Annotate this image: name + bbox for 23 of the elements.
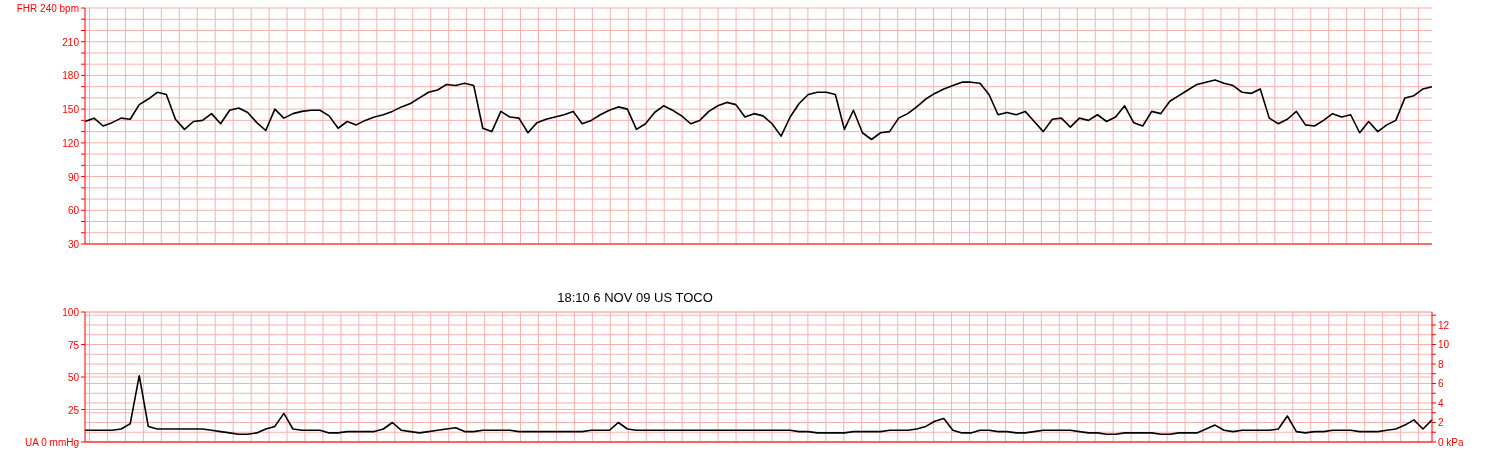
y2-tick-label: 8 (1438, 358, 1444, 370)
chart-title: 18:10 6 NOV 09 US TOCO (556, 290, 714, 305)
y-tick-label: 25 (67, 404, 80, 416)
y-tick-label: 30 (67, 239, 80, 250)
y-tick-label: 210 (62, 36, 80, 48)
y-tick-label: 120 (62, 137, 80, 149)
y-tick-label: 100 (62, 307, 80, 318)
y-tick-label: 180 (62, 70, 80, 82)
line-series (84, 374, 1433, 435)
y2-tick-label: 2 (1438, 417, 1444, 429)
y-tick-label: 60 (67, 205, 80, 217)
y-tick-label: UA 0 mmHg (25, 437, 79, 448)
y2-tick-label: 0 kPa (1438, 437, 1465, 448)
y2-tick-label: 10 (1438, 339, 1450, 351)
y-tick-label: FHR 240 bpm (16, 3, 79, 14)
y-tick-label: 50 (67, 372, 80, 383)
y2-tick-label: 6 (1438, 378, 1444, 390)
line-series (84, 79, 1433, 141)
y-tick-label: 150 (62, 104, 80, 116)
y-tick-label: 75 (67, 339, 80, 351)
y2-tick-label: 4 (1438, 397, 1444, 409)
y-tick-label: 90 (67, 171, 80, 183)
y2-tick-label: 12 (1438, 319, 1450, 331)
